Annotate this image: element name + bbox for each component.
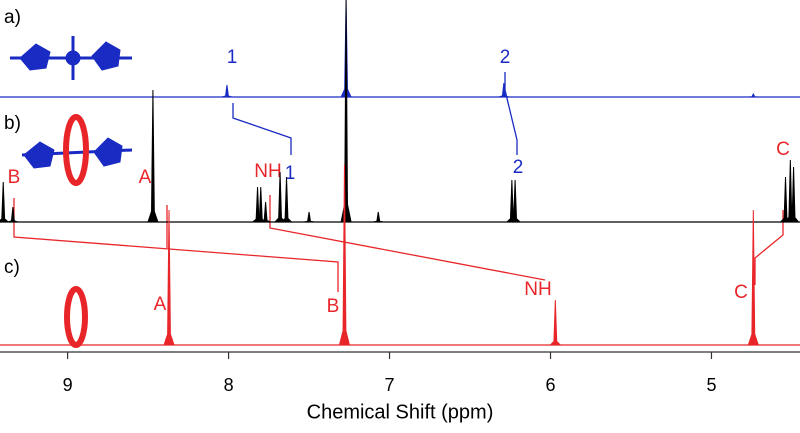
peak xyxy=(340,0,352,223)
connector xyxy=(13,198,339,292)
trace-name: a) xyxy=(4,7,21,28)
peak xyxy=(221,84,233,98)
connector xyxy=(754,210,784,285)
peak xyxy=(549,299,562,346)
peak xyxy=(0,181,10,223)
peak-label: B xyxy=(327,296,340,317)
peak xyxy=(508,179,522,223)
connectors xyxy=(13,72,784,292)
peak xyxy=(303,211,315,223)
x-tick-label: 5 xyxy=(706,375,716,395)
x-tick-label: 6 xyxy=(545,375,555,395)
peak xyxy=(7,206,19,223)
connector xyxy=(232,103,292,155)
x-tick-label: 9 xyxy=(63,375,73,395)
icon-rotaxane xyxy=(21,114,133,186)
connector xyxy=(269,195,546,281)
peak xyxy=(498,82,509,98)
peak-label: NH xyxy=(254,161,281,182)
peak xyxy=(280,176,293,223)
peak xyxy=(147,89,159,223)
x-tick-label: 7 xyxy=(385,375,395,395)
peak-label: 1 xyxy=(227,47,238,68)
peak-label: C xyxy=(734,282,748,303)
icon-axle xyxy=(10,36,132,80)
peak xyxy=(163,209,175,346)
peak-label: 2 xyxy=(513,157,524,178)
peak xyxy=(747,209,760,346)
x-tick-label: 8 xyxy=(224,375,234,395)
peak-label: NH xyxy=(524,279,551,300)
peak xyxy=(748,92,759,98)
peak xyxy=(338,164,351,346)
peak-label: 2 xyxy=(500,47,511,68)
peak-label: A xyxy=(139,167,152,188)
peak xyxy=(787,166,800,223)
trace-name: b) xyxy=(4,113,21,134)
connector xyxy=(504,72,518,155)
x-axis-label: Chemical Shift (ppm) xyxy=(307,401,494,423)
icon-ring xyxy=(64,286,88,348)
peak xyxy=(373,211,384,223)
trace-name: c) xyxy=(4,257,20,278)
peak xyxy=(260,201,271,223)
peak-label: B xyxy=(8,167,21,188)
peak-label: C xyxy=(776,139,790,160)
peak-label: A xyxy=(154,294,167,315)
peak-label: 1 xyxy=(285,163,296,184)
